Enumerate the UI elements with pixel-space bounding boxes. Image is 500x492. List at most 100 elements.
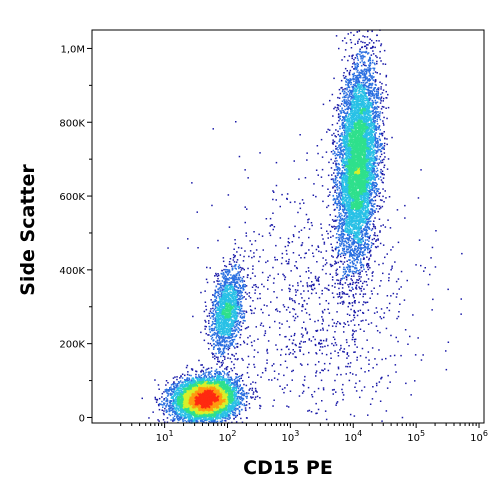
event-dot: [181, 412, 183, 414]
event-dot: [176, 418, 179, 421]
event-dot: [250, 397, 253, 399]
event-dot: [203, 409, 205, 412]
event-dot: [250, 396, 252, 398]
event-dot: [235, 389, 238, 392]
event-dot: [229, 385, 231, 387]
event-dot: [206, 384, 208, 387]
event-dot: [165, 397, 167, 399]
event-dot: [233, 411, 236, 414]
event-dot: [211, 398, 213, 400]
event-dot: [197, 383, 199, 385]
event-dot: [188, 421, 191, 423]
event-dot: [176, 383, 179, 385]
event-dot: [233, 407, 235, 410]
event-dot: [234, 416, 237, 418]
event-dot: [230, 384, 232, 386]
event-dot: [223, 371, 225, 373]
event-dot: [215, 384, 218, 386]
event-dot: [218, 379, 220, 381]
event-dot: [217, 415, 220, 417]
event-dot: [220, 378, 222, 381]
event-dot: [239, 398, 242, 400]
event-dot: [201, 369, 203, 372]
event-dot: [185, 380, 188, 383]
event-dot: [177, 401, 179, 403]
event-dot: [221, 376, 223, 378]
event-dot: [222, 387, 224, 389]
event-dot: [215, 400, 217, 403]
event-dot: [227, 412, 229, 414]
event-dot: [165, 405, 167, 407]
event-dot: [191, 385, 193, 387]
event-dot: [233, 386, 235, 388]
event-dot: [192, 386, 194, 388]
event-dot: [236, 381, 238, 383]
event-dot: [215, 368, 218, 371]
event-dot: [252, 393, 255, 395]
event-dot: [219, 415, 222, 418]
event-dot: [221, 377, 224, 379]
event-dot: [216, 379, 219, 381]
event-dot: [195, 373, 197, 376]
event-dot: [243, 394, 245, 397]
event-dot: [231, 369, 234, 372]
event-dot: [189, 419, 191, 422]
event-dot: [236, 407, 239, 410]
event-dot: [228, 382, 230, 385]
event-dot: [157, 419, 159, 421]
event-dot: [174, 398, 176, 401]
event-dot: [187, 380, 189, 383]
event-dot: [212, 417, 214, 419]
event-dot: [196, 416, 199, 419]
event-dot: [173, 415, 176, 417]
event-dot: [231, 382, 234, 384]
event-dot: [157, 403, 160, 406]
event-dot: [219, 420, 222, 423]
event-dot: [189, 383, 192, 386]
event-dot: [181, 377, 184, 379]
event-dot: [161, 392, 164, 395]
event-dot: [222, 389, 224, 392]
event-dot: [230, 404, 233, 407]
event-dot: [188, 382, 190, 384]
event-dot: [162, 412, 165, 415]
event-dot: [240, 396, 242, 398]
event-dot: [229, 378, 231, 381]
event-dot: [205, 419, 207, 422]
event-dot: [192, 414, 195, 417]
event-dot: [202, 366, 205, 369]
event-dot: [172, 417, 175, 419]
event-dot: [183, 384, 186, 386]
event-dot: [207, 379, 210, 381]
event-dot: [165, 406, 167, 408]
event-dot: [238, 379, 240, 382]
event-dot: [211, 418, 214, 421]
event-dot: [173, 401, 175, 404]
event-dot: [204, 419, 206, 421]
event-dot: [178, 381, 181, 384]
event-dot: [243, 383, 245, 386]
event-dot: [210, 412, 213, 415]
event-dot: [214, 416, 216, 418]
event-dot: [226, 390, 229, 393]
event-dot: [208, 420, 210, 423]
event-dot: [183, 411, 185, 413]
event-dot: [215, 421, 217, 423]
event-dot: [210, 380, 213, 382]
event-dot: [211, 379, 213, 381]
event-dot: [179, 412, 182, 414]
event-dot: [195, 402, 197, 404]
event-dot: [173, 407, 175, 410]
event-dot: [225, 408, 227, 411]
event-dot: [218, 412, 220, 414]
event-dot: [166, 398, 169, 400]
event-dot: [166, 410, 168, 413]
event-dot: [185, 408, 187, 410]
event-dot: [185, 383, 187, 385]
event-dot: [176, 384, 178, 386]
event-dot: [158, 388, 160, 390]
event-dot: [183, 403, 186, 405]
event-dot: [217, 377, 219, 379]
event-dot: [172, 405, 175, 408]
event-dot: [178, 401, 180, 403]
